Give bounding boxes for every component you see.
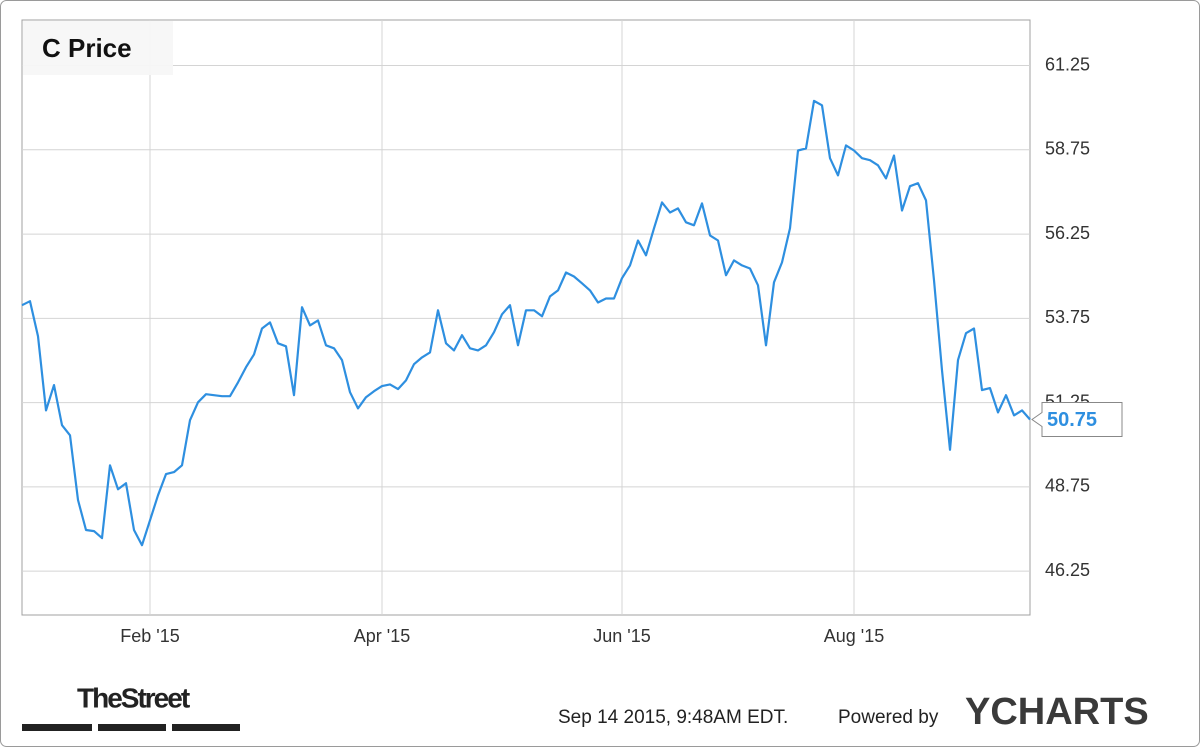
powered-by: Powered by xyxy=(838,707,939,728)
last-value-box xyxy=(1031,401,1123,437)
x-tick-label: Feb '15 xyxy=(120,626,179,646)
plot-area xyxy=(21,19,1031,616)
y-tick-label: 46.25 xyxy=(1045,560,1090,580)
title-box xyxy=(23,21,173,75)
x-tick-label: Aug '15 xyxy=(824,626,885,646)
y-tick-label: 56.25 xyxy=(1045,223,1090,243)
logo: TheStreet xyxy=(77,682,190,713)
logo-bar xyxy=(22,724,92,731)
y-tick-label: 58.75 xyxy=(1045,139,1090,159)
x-tick-label: Apr '15 xyxy=(354,626,410,646)
price-line xyxy=(21,99,1031,547)
y-tick-label: 53.75 xyxy=(1045,307,1090,327)
brand: YCHARTS xyxy=(965,691,1149,733)
logo-bar xyxy=(172,724,240,731)
y-tick-label: 61.25 xyxy=(1045,54,1090,74)
last-value-label: 50.75 xyxy=(1047,409,1097,431)
y-tick-label: 48.75 xyxy=(1045,476,1090,496)
timestamp: Sep 14 2015, 9:48AM EDT. xyxy=(558,707,788,728)
logo-bar xyxy=(98,724,166,731)
chart-title: C Price xyxy=(42,33,132,63)
x-tick-label: Jun '15 xyxy=(593,626,650,646)
grid xyxy=(22,20,1030,615)
series xyxy=(21,99,1031,547)
